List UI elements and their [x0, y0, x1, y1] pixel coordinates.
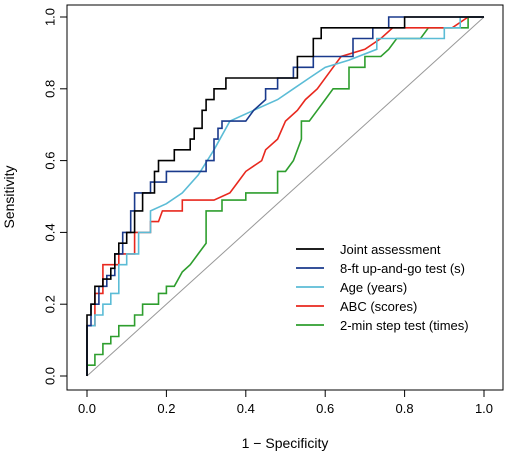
legend-label: ABC (scores): [340, 299, 417, 314]
legend-label: Joint assessment: [340, 242, 441, 257]
series-line-age-years: [86, 16, 484, 376]
x-tick-label: 1.0: [475, 401, 493, 416]
x-tick-label: 0.2: [157, 401, 175, 416]
y-tick-label: 0.4: [43, 223, 58, 241]
y-tick-label: 0.2: [43, 295, 58, 313]
series-line-joint-assessment: [86, 16, 484, 376]
legend-label: Age (years): [340, 280, 407, 295]
y-tick-label: 1.0: [43, 8, 58, 26]
x-axis-title: 1 − Specificity: [242, 435, 329, 451]
y-tick-label: 0.0: [43, 367, 58, 385]
y-tick-label: 0.8: [43, 80, 58, 98]
legend-label: 8-ft up-and-go test (s): [340, 261, 465, 276]
series-layer: [86, 16, 484, 376]
reference-diagonal: [86, 16, 485, 377]
y-tick-label: 0.6: [43, 152, 58, 170]
x-axis: 0.0 0.2 0.4 0.6 0.8 1.0: [78, 389, 493, 416]
series-line-abc-scores: [86, 16, 484, 376]
series-line-8-ft-up-and-go-test-s: [86, 16, 484, 376]
y-axis: 0.0 0.2 0.4 0.6 0.8 1.0: [43, 8, 68, 385]
series-line-2-min-step-test-times: [86, 16, 484, 376]
x-tick-label: 0.6: [316, 401, 334, 416]
x-tick-label: 0.4: [237, 401, 255, 416]
x-tick-label: 0.0: [78, 401, 96, 416]
legend-label: 2-min step test (times): [340, 318, 469, 333]
y-axis-title: Sensitivity: [1, 165, 17, 228]
legend: Joint assessment 8-ft up-and-go test (s) A…: [296, 242, 469, 333]
x-tick-label: 0.8: [396, 401, 414, 416]
